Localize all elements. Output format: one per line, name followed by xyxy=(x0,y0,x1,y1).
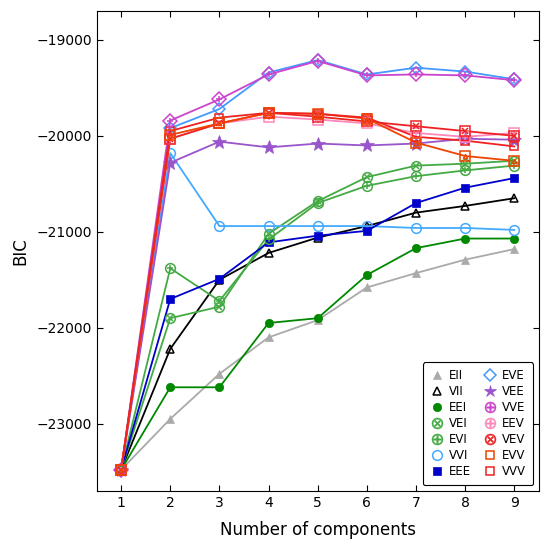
Legend: EII, VII, EEI, VEI, EVI, VVI, EEE, EVE, VEE, VVE, EEV, VEV, EVV, VVV: EII, VII, EEI, VEI, EVI, VVI, EEE, EVE, … xyxy=(423,362,533,485)
X-axis label: Number of components: Number of components xyxy=(219,521,416,539)
Y-axis label: BIC: BIC xyxy=(11,237,29,265)
